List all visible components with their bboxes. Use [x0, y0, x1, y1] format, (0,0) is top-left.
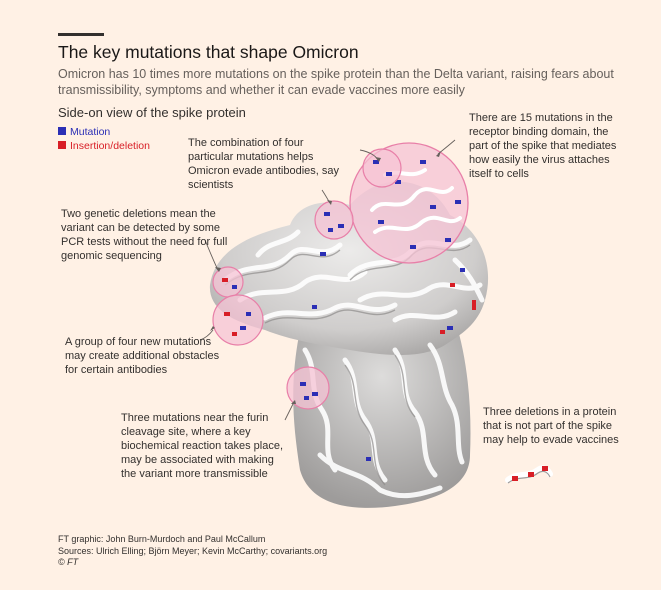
annotation-furin: Three mutations near the furin cleavage … — [121, 412, 284, 480]
title-rule — [58, 33, 104, 36]
legend-label-insertion-deletion: Insertion/deletion — [70, 140, 150, 152]
receptor-binding-mutations — [378, 160, 461, 249]
mutation-marks — [312, 252, 476, 461]
section-heading: Side-on view of the spike protein — [58, 105, 246, 120]
non-spike-protein-fragment — [505, 465, 553, 484]
legend-item-insertion-deletion: Insertion/deletion — [58, 140, 150, 152]
mutation-swatch — [58, 127, 66, 135]
legend-item-mutation: Mutation — [58, 126, 110, 138]
page-title: The key mutations that shape Omicron — [58, 42, 359, 62]
footer: FT graphic: John Burn-Murdoch and Paul M… — [58, 534, 327, 569]
footer-credit: FT graphic: John Burn-Murdoch and Paul M… — [58, 534, 266, 544]
annotation-receptor-binding: There are 15 mutations in the receptor b… — [469, 112, 617, 180]
annotation-group-four: A group of four new mutations may create… — [65, 336, 220, 376]
antibody-evasion-highlight — [314, 200, 354, 240]
page-subtitle: Omicron has 10 times more mutations on t… — [58, 67, 614, 97]
footer-sources: Sources: Ulrich Elling; Björn Meyer; Kev… — [58, 545, 328, 556]
legend-label-mutation: Mutation — [70, 126, 111, 138]
annotation-pcr-deletions: Two genetic deletions mean the variant c… — [61, 208, 228, 262]
antibody-obstacles-highlight — [212, 294, 264, 346]
annotation-three-deletions: Three deletions in a protein that is not… — [483, 406, 619, 446]
footer-copyright: © FT — [58, 557, 79, 567]
furin-cleavage-highlight — [286, 366, 330, 410]
inner-highlight-circle — [362, 148, 402, 188]
insertion-deletion-swatch — [58, 141, 66, 149]
annotation-antibody-evasion: The combination of four particular mutat… — [188, 137, 340, 191]
